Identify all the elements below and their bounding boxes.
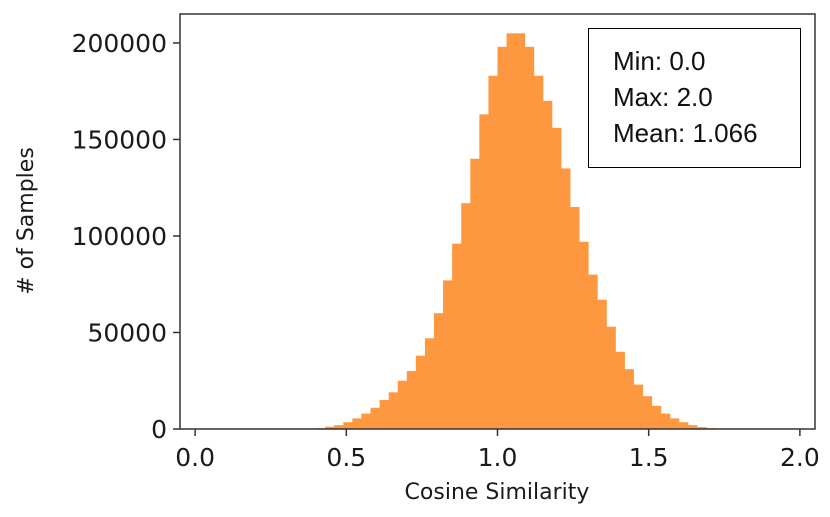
histogram-bar <box>561 168 571 429</box>
histogram-bar <box>397 380 408 429</box>
x-tick-label: 1.0 <box>478 443 518 472</box>
histogram-bar <box>434 313 444 429</box>
histogram-bars <box>316 33 716 429</box>
x-tick-label: 0.0 <box>175 443 215 472</box>
histogram-bar <box>352 418 362 429</box>
histogram-bar <box>524 46 535 429</box>
histogram-bar <box>615 351 625 429</box>
x-tick-label: 2.0 <box>780 443 820 472</box>
y-axis-label: # of Samples <box>14 147 39 295</box>
x-axis: 0.0 0.5 1.0 1.5 2.0 <box>175 429 820 472</box>
histogram-bar <box>515 33 526 429</box>
y-tick-label: 100000 <box>72 222 167 251</box>
histogram-bar <box>697 427 707 429</box>
histogram-bar <box>688 425 698 429</box>
histogram-bar <box>470 158 480 429</box>
histogram-bar <box>325 426 335 429</box>
histogram-bar <box>506 33 517 429</box>
histogram-bar <box>588 274 598 429</box>
histogram-bar <box>542 100 553 429</box>
stats-min: Min: 0.0 <box>613 46 706 76</box>
histogram-bar <box>479 114 489 429</box>
histogram-bar <box>570 207 580 429</box>
histogram-bar <box>379 400 390 429</box>
histogram-bar <box>551 127 562 429</box>
x-tick-label: 1.5 <box>629 443 669 472</box>
histogram-bar <box>388 392 399 429</box>
stats-box: Min: 0.0 Max: 2.0 Mean: 1.066 <box>588 28 801 168</box>
histogram-bar <box>361 413 371 429</box>
histogram-bar <box>669 418 680 429</box>
histogram-bar <box>415 355 426 429</box>
histogram-bar <box>633 384 644 429</box>
y-axis: 0 50000 100000 150000 200000 <box>72 29 180 444</box>
histogram-bar <box>606 326 616 429</box>
histogram-bar <box>443 280 453 429</box>
histogram-bar <box>370 407 380 429</box>
histogram-bar <box>660 413 671 429</box>
histogram-bar <box>642 396 653 429</box>
stats-max: Max: 2.0 <box>613 82 713 112</box>
histogram-bar <box>533 75 544 429</box>
histogram-bar <box>651 405 662 429</box>
histogram-bar <box>461 203 471 429</box>
y-tick-label: 150000 <box>72 125 167 154</box>
histogram-bar <box>334 425 344 429</box>
x-tick-label: 0.5 <box>326 443 366 472</box>
histogram-bar <box>452 243 462 429</box>
histogram-bar <box>678 422 689 429</box>
y-tick-label: 200000 <box>72 29 167 58</box>
x-axis-label: Cosine Similarity <box>405 480 590 505</box>
histogram-bar <box>579 241 589 429</box>
y-tick-label: 50000 <box>87 318 167 347</box>
histogram-bar <box>424 338 435 429</box>
histogram-bar <box>488 75 498 429</box>
histogram-bar <box>497 46 507 429</box>
histogram-bar <box>343 422 353 429</box>
stats-mean: Mean: 1.066 <box>613 118 758 148</box>
histogram-bar <box>597 299 607 429</box>
y-tick-label: 0 <box>151 415 167 444</box>
histogram-bar <box>624 369 634 429</box>
histogram-bar <box>406 371 417 429</box>
